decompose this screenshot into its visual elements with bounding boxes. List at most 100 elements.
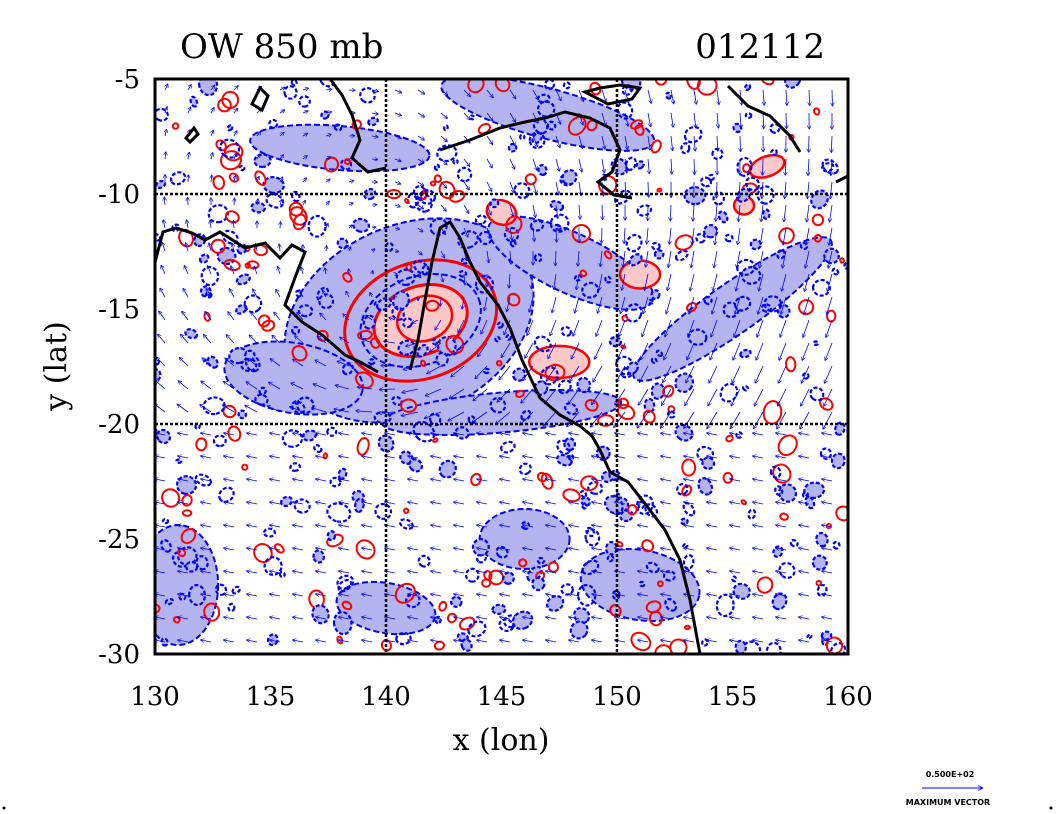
negative-ow-speck [682,542,689,549]
wind-vector [801,388,810,406]
wind-vector [339,571,350,573]
positive-ow-speck [645,600,662,614]
wind-vector [496,411,511,424]
positive-ow-speck [580,475,599,492]
wind-vector [784,204,787,221]
wind-vector [546,640,557,642]
wind-vector [477,525,488,527]
wind-vector [325,268,326,275]
wind-vector [662,388,672,405]
wind-vector [472,411,488,422]
wind-vector [826,319,833,337]
wind-vector [431,479,442,481]
wind-vector [509,273,510,288]
wind-vector [178,594,189,596]
wind-vector [602,204,603,219]
wind-vector [247,525,258,527]
wind-vector [302,88,308,90]
negative-ow-speck [293,498,311,514]
negative-ow-speck [336,237,349,250]
wind-vector [637,411,649,428]
wind-vector [684,502,695,504]
wind-vector [500,502,511,504]
wind-vector [431,502,442,504]
wind-vector [523,617,534,619]
wind-vector [546,365,557,381]
wind-vector [454,640,465,642]
negative-ow-speck [237,409,248,420]
negative-ow-speck [436,144,458,163]
negative-ow-speck [495,545,509,559]
positive-ow-speck [394,582,416,604]
wind-vector [247,594,258,596]
wind-vector [394,295,395,297]
wind-vector [394,182,400,184]
wind-vector [279,87,285,90]
wind-vector [339,640,350,642]
wind-vector [593,365,603,382]
wind-vector [753,640,764,642]
wind-vector [592,548,603,550]
wind-vector [730,433,741,435]
wind-vector [707,433,718,435]
wind-vector [670,204,671,220]
wind-vector [573,319,580,336]
wind-vector [707,571,718,573]
wind-vector [555,89,561,100]
wind-vector [689,296,695,314]
wind-vector [417,204,423,209]
wind-vector [248,359,258,367]
wind-vector [830,204,833,222]
negative-ow-speck [628,253,643,267]
negative-ow-speck [732,582,751,600]
wind-vector [417,89,424,94]
wind-vector [394,228,399,229]
corner-mark-right [1049,806,1053,810]
wind-vector [458,319,465,332]
negative-ow-speck [647,298,655,305]
negative-ow-band [632,236,833,382]
wind-vector [224,594,235,596]
positive-ow-speck [322,452,329,460]
positive-ow-speck [400,398,418,413]
wind-vector [643,296,649,313]
negative-ow-speck [206,355,219,369]
wind-vector [684,571,695,573]
wind-vector [246,382,258,390]
positive-ow-speck [777,434,798,457]
wind-vector [753,525,764,527]
wind-vector [394,90,401,93]
wind-vector [435,319,442,330]
positive-ow-speck [760,79,775,86]
negative-ow-speck [175,475,198,496]
negative-ow-speck [734,639,747,654]
wind-vector [730,594,741,596]
positive-ow-speck [756,576,774,594]
y-tick-label: -20 [98,410,140,440]
negative-ow-speck [266,633,279,647]
wind-vector [730,411,741,428]
positive-ow-speck [617,397,629,410]
wind-vector [647,227,648,244]
wind-vector [523,571,534,573]
negative-ow-speck [655,349,664,358]
negative-ow-speck [604,275,612,284]
wind-vector [648,158,649,173]
negative-ow-speck [676,482,689,496]
negative-ow-speck [471,538,490,557]
wind-vector [454,525,465,527]
wind-vector [799,571,810,573]
wind-vector [684,456,695,458]
wind-vector [224,548,235,550]
positive-ow-speck [261,319,276,332]
wind-vector [527,319,534,335]
negative-ow-speck [164,598,174,606]
negative-ow-speck [283,85,298,100]
wind-vector [782,273,787,291]
coastline-gulf-west [155,226,379,374]
wind-vector [578,89,583,101]
wind-vector [370,293,372,298]
wind-vector [808,158,809,175]
wind-vector [500,617,511,619]
wind-vector [822,571,833,573]
